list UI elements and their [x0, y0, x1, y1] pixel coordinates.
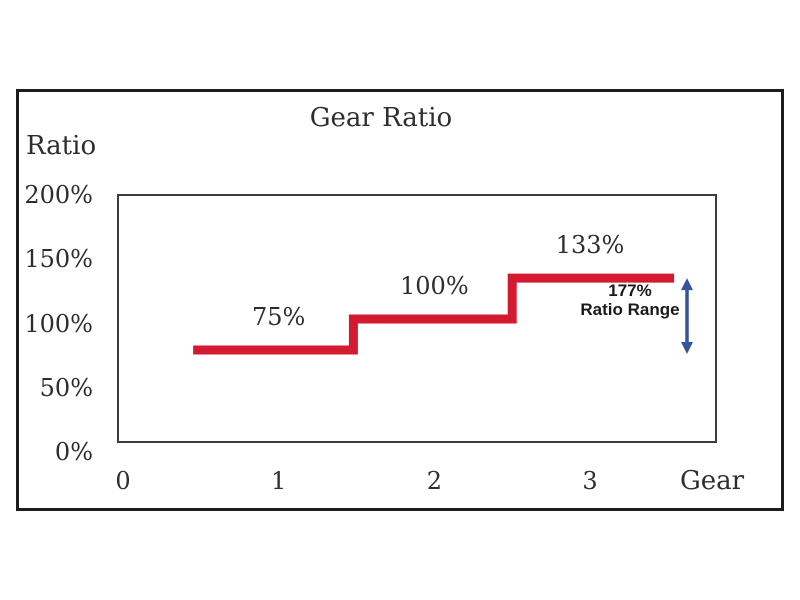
y-tick-label: 150% — [24, 245, 93, 274]
y-tick-label: 0% — [54, 438, 93, 466]
step-value-label: 75% — [251, 303, 306, 331]
x-tick-label: 3 — [582, 467, 598, 495]
ratio-range-value: 177% — [608, 281, 652, 300]
step-value-label: 133% — [555, 231, 625, 260]
y-tick-label: 50% — [39, 373, 93, 402]
ratio-range-label: Ratio Range — [580, 300, 680, 319]
y-tick-label: 200% — [24, 181, 93, 209]
x-axis-label: Gear — [679, 466, 745, 496]
y-axis-label: Ratio — [26, 131, 97, 161]
ratio-range-annotation: 177% Ratio Range — [557, 281, 703, 319]
x-tick-label: 1 — [271, 467, 287, 495]
plot-area — [117, 194, 717, 443]
y-tick-label: 100% — [24, 309, 93, 338]
step-value-label: 100% — [400, 272, 469, 300]
x-tick-label: 0 — [115, 467, 131, 495]
chart-title: Gear Ratio — [309, 103, 453, 133]
x-tick-label: 2 — [426, 467, 442, 495]
